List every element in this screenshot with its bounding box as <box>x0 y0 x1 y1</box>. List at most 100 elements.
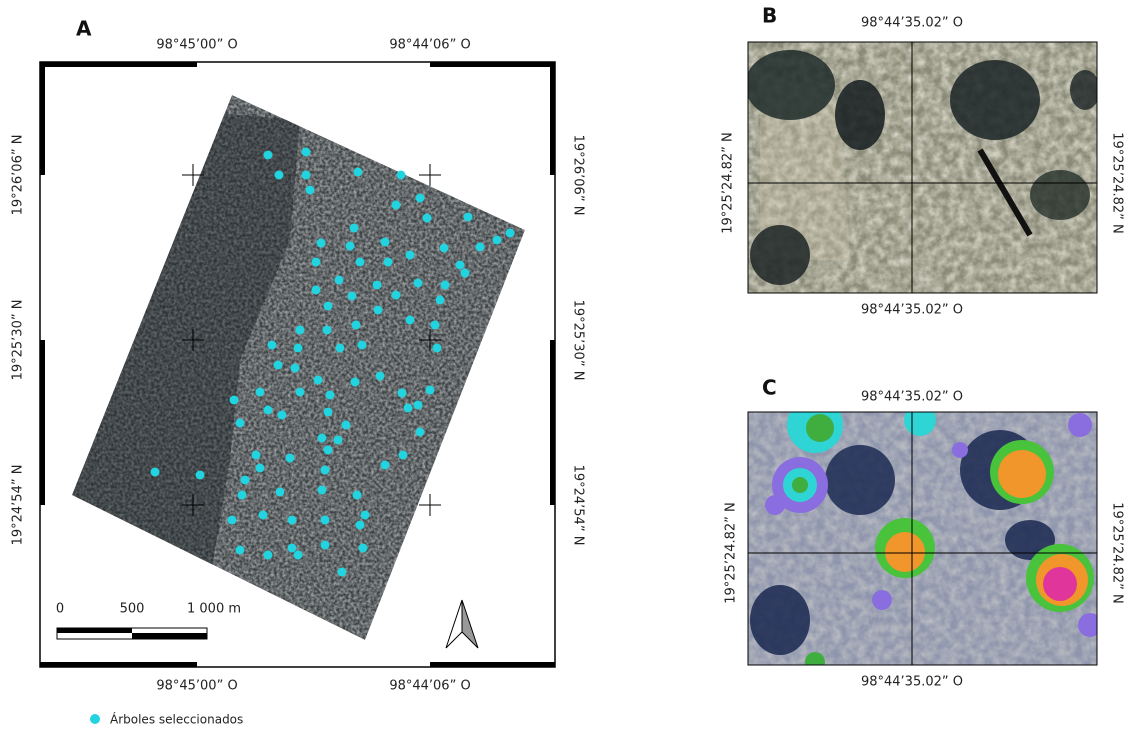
scale-label: 0 <box>56 602 64 617</box>
tree-point <box>426 386 435 395</box>
tree-point <box>397 171 406 180</box>
tree-point <box>276 488 285 497</box>
tree-point <box>374 306 383 315</box>
scale-label: 500 <box>120 602 145 617</box>
tree-point <box>268 341 277 350</box>
tree-point <box>256 388 265 397</box>
tree-point <box>236 546 245 555</box>
tree-point <box>353 491 362 500</box>
tree-point <box>230 396 239 405</box>
zoom-image <box>745 42 1100 293</box>
tree-point <box>414 279 423 288</box>
tree-point <box>406 316 415 325</box>
lon-label: 98°44’35.02” O <box>861 303 963 318</box>
tree-point <box>356 258 365 267</box>
lon-label: 98°45’00” O <box>156 38 237 53</box>
tree-point <box>275 171 284 180</box>
tree-point <box>384 258 393 267</box>
tree-point <box>236 419 245 428</box>
classified-image <box>748 397 1102 672</box>
tree-point <box>278 411 287 420</box>
tree-point <box>323 326 332 335</box>
tree-point <box>381 238 390 247</box>
tree-point <box>306 186 315 195</box>
tree-point <box>312 258 321 267</box>
tree-point <box>314 376 323 385</box>
tree-point <box>335 276 344 285</box>
tree-point <box>359 544 368 553</box>
tree-point <box>358 341 367 350</box>
tree-point <box>336 344 345 353</box>
tree-point <box>440 244 449 253</box>
tree-point <box>296 326 305 335</box>
tree-point <box>351 378 360 387</box>
panel-label: B <box>762 4 777 28</box>
tree-point <box>373 281 382 290</box>
scale-label: 1 000 m <box>187 602 241 617</box>
tree-point <box>294 344 303 353</box>
tree-point <box>321 516 330 525</box>
tree-point <box>274 361 283 370</box>
tree-point <box>317 239 326 248</box>
tree-point <box>493 236 502 245</box>
lat-label: 19°25’24.82” N <box>1110 502 1125 604</box>
tree-point <box>296 388 305 397</box>
tree-point <box>392 201 401 210</box>
figure: A 98°45’00” O 98°44’06” O 98°45’00” O 98… <box>0 0 1125 733</box>
tree-point <box>404 404 413 413</box>
tree-point <box>361 511 370 520</box>
tree-point <box>376 372 385 381</box>
tree-point <box>264 151 273 160</box>
tree-point <box>433 344 442 353</box>
lon-label: 98°44’06” O <box>389 38 470 53</box>
panel-label: A <box>76 17 92 41</box>
lon-label: 98°45’00” O <box>156 679 237 694</box>
lat-label: 19°25’24.82” N <box>721 132 736 234</box>
tree-point <box>264 406 273 415</box>
tree-point <box>256 464 265 473</box>
lon-label: 98°44’35.02” O <box>861 390 963 405</box>
lon-label: 98°44’35.02” O <box>861 675 963 690</box>
tree-point <box>431 321 440 330</box>
lat-label: 19°25’30” N <box>11 300 26 381</box>
lat-label: 19°26’06” N <box>11 135 26 216</box>
tree-point <box>354 168 363 177</box>
tree-point <box>392 291 401 300</box>
tree-point <box>318 434 327 443</box>
legend-symbol <box>90 714 100 724</box>
tree-point <box>294 551 303 560</box>
lon-label: 98°44’35.02” O <box>861 16 963 31</box>
tree-point <box>321 466 330 475</box>
tree-point <box>286 454 295 463</box>
tree-point <box>352 321 361 330</box>
tree-point <box>151 468 160 477</box>
tree-point <box>416 428 425 437</box>
tree-point <box>346 242 355 251</box>
tree-point <box>381 461 390 470</box>
tree-point <box>259 511 268 520</box>
lat-label: 19°24’54” N <box>11 465 26 546</box>
tree-point <box>441 281 450 290</box>
tree-point <box>196 471 205 480</box>
tree-point <box>348 292 357 301</box>
tree-point <box>338 568 347 577</box>
scale-bar <box>57 628 207 639</box>
tree-point <box>334 436 343 445</box>
lat-label: 19°25’30” N <box>571 300 586 381</box>
tree-point <box>238 491 247 500</box>
lat-label: 19°24’54” N <box>571 465 586 546</box>
tree-point <box>228 516 237 525</box>
tree-point <box>324 302 333 311</box>
tree-point <box>506 229 515 238</box>
tree-point <box>302 171 311 180</box>
tree-point <box>324 408 333 417</box>
tree-point <box>464 213 473 222</box>
tree-point <box>436 296 445 305</box>
tree-point <box>252 451 261 460</box>
tree-point <box>241 476 250 485</box>
tree-point <box>356 521 365 530</box>
tree-point <box>423 214 432 223</box>
tree-point <box>456 261 465 270</box>
tree-point <box>326 391 335 400</box>
legend-label: Árboles seleccionados <box>110 712 243 727</box>
